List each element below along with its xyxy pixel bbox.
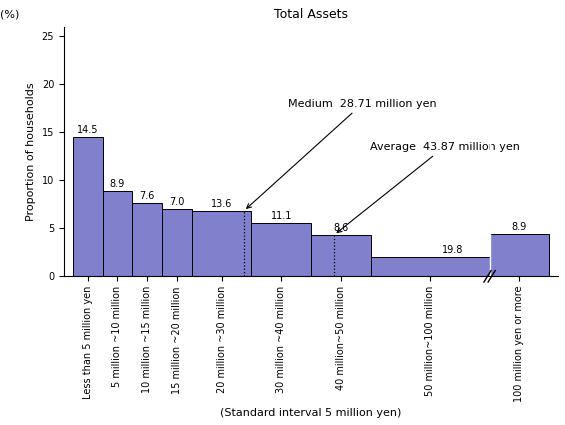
Text: 8.9: 8.9 [110,179,125,189]
Text: 13.6: 13.6 [211,199,232,209]
Text: (%): (%) [0,9,19,19]
Bar [73,137,103,276]
Text: Average  43.87 million yen: Average 43.87 million yen [337,142,520,232]
Bar [251,223,311,276]
Bar [132,203,162,276]
Text: Medium  28.71 million yen: Medium 28.71 million yen [247,99,437,208]
Text: 14.5: 14.5 [77,125,98,135]
Text: 8.9: 8.9 [512,222,527,232]
Text: 8.6: 8.6 [333,223,349,233]
Text: 11.1: 11.1 [271,211,292,221]
Title: Total Assets: Total Assets [274,8,348,21]
Bar [490,234,549,276]
Bar [371,257,490,276]
Bar [103,191,132,276]
Text: 7.0: 7.0 [170,197,185,207]
Y-axis label: Proportion of households: Proportion of households [26,82,36,221]
Bar [192,211,251,276]
Bar [311,235,371,276]
Text: 7.6: 7.6 [140,191,155,201]
Text: 19.8: 19.8 [442,245,463,255]
Bar [162,209,192,276]
X-axis label: (Standard interval 5 million yen): (Standard interval 5 million yen) [220,408,402,418]
